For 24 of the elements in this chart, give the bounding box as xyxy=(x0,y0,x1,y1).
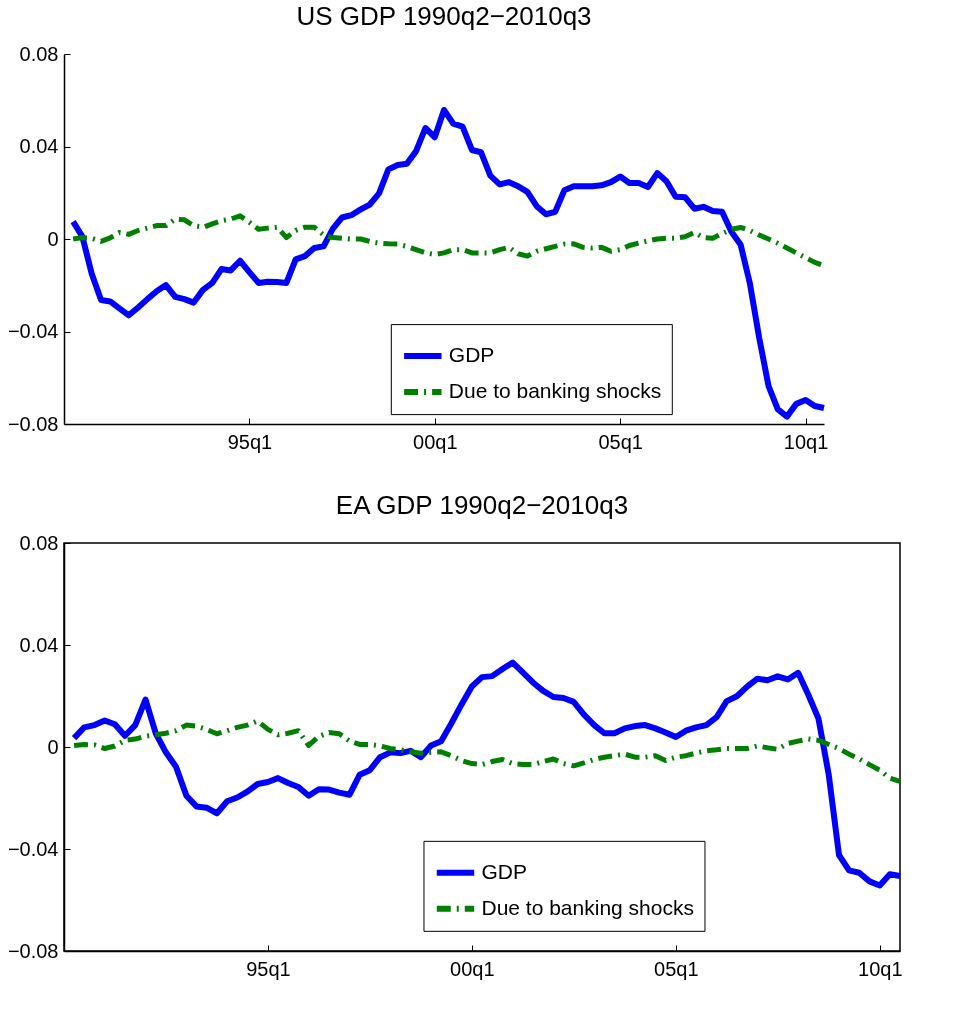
y-tick-label: 0 xyxy=(47,735,59,758)
x-tick-label: 95q1 xyxy=(227,430,273,453)
chart-title: EA GDP 1990q2−2010q3 xyxy=(335,490,629,520)
y-tick-label: 0.08 xyxy=(19,531,59,554)
legend-label: GDP xyxy=(481,859,527,883)
x-tick-label: 00q1 xyxy=(413,430,458,453)
y-tick-label: 0.04 xyxy=(19,135,59,157)
y-tick-label: 0.04 xyxy=(19,633,59,656)
y-tick-label: −0.08 xyxy=(7,939,59,962)
y-tick-label: 0 xyxy=(47,227,59,250)
y-tick-label: −0.08 xyxy=(7,412,59,435)
x-tick-label: 95q1 xyxy=(246,957,291,980)
chart-title: US GDP 1990q2−2010q3 xyxy=(296,1,592,31)
y-tick-label: −0.04 xyxy=(7,320,59,342)
y-tick-label: 0.08 xyxy=(19,42,59,65)
legend-label: Due to banking shocks xyxy=(481,895,694,919)
x-tick-label: 00q1 xyxy=(450,957,495,980)
x-tick-label: 10q1 xyxy=(858,957,903,980)
legend-label: GDP xyxy=(448,343,495,367)
x-tick-label: 05q1 xyxy=(598,430,643,453)
y-tick-label: −0.04 xyxy=(7,837,59,860)
x-tick-label: 05q1 xyxy=(654,957,699,980)
legend-label: Due to banking shocks xyxy=(448,379,662,403)
x-tick-label: 10q1 xyxy=(783,430,829,453)
